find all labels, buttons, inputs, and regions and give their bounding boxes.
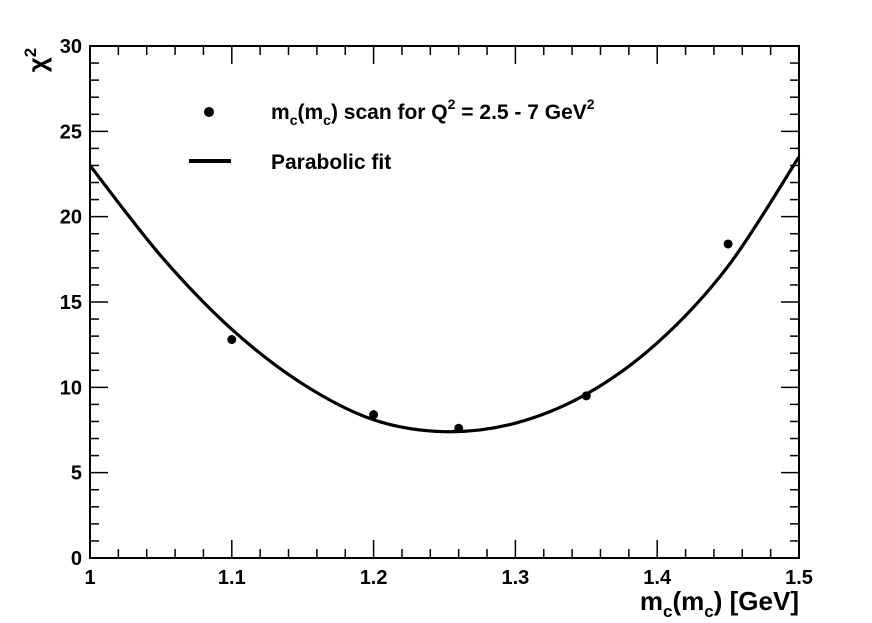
legend-label-curve: Parabolic fit xyxy=(271,151,391,174)
x-tick-label: 1.1 xyxy=(218,567,246,589)
scan-point xyxy=(581,391,591,401)
x-tick-label: 1.3 xyxy=(501,567,529,589)
y-tick-label: 25 xyxy=(60,121,82,143)
legend: mc(mc) scan for Q2 = 2.5 - 7 GeV2 Parabo… xyxy=(189,96,595,174)
y-axis-title: χ2 xyxy=(21,48,52,72)
scan-point xyxy=(723,239,733,249)
scan-point xyxy=(227,335,237,345)
scan-points xyxy=(227,239,733,433)
x-tick-label: 1.2 xyxy=(360,567,388,589)
scan-point xyxy=(369,410,379,420)
scan-point xyxy=(454,423,464,433)
y-tick-label: 5 xyxy=(71,463,82,485)
y-tick-label: 0 xyxy=(71,548,82,570)
legend-marker-points xyxy=(204,107,214,117)
axis-tick-labels: 1 1.1 1.2 1.3 1.4 1.5 0 5 10 15 20 25 30 xyxy=(60,36,813,589)
y-tick-label: 30 xyxy=(60,36,82,58)
x-tick-label: 1.5 xyxy=(785,567,813,589)
y-tick-label: 10 xyxy=(60,377,82,399)
y-tick-label: 20 xyxy=(60,207,82,229)
parabolic-fit-curve xyxy=(88,156,801,434)
axis-ticks xyxy=(89,45,800,559)
legend-label-points: mc(mc) scan for Q2 = 2.5 - 7 GeV2 xyxy=(271,96,595,128)
x-tick-label: 1 xyxy=(84,567,95,589)
x-tick-label: 1.4 xyxy=(643,567,672,589)
y-tick-label: 15 xyxy=(60,292,82,314)
x-axis-title: mc(mc) [GeV] xyxy=(640,586,799,621)
